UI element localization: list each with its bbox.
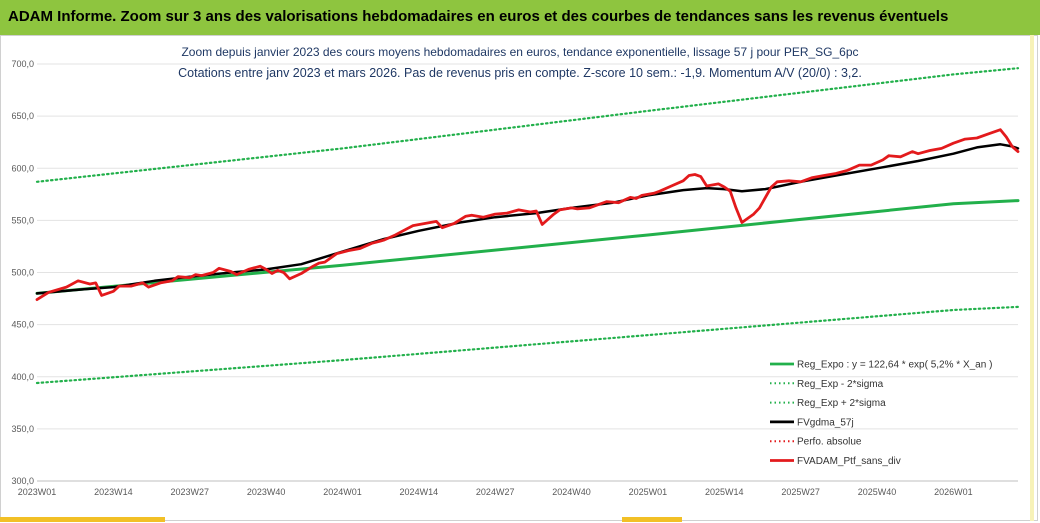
series-line-2: [35, 67, 1020, 183]
chart-title: Zoom depuis janvier 2023 des cours moyen…: [181, 45, 859, 59]
legend-label: FVgdma_57j: [797, 417, 854, 428]
legend-label: Perfo. absolue: [797, 437, 862, 448]
y-tick-label: 700,0: [11, 59, 34, 69]
right-accent-bar: [1030, 35, 1034, 521]
legend-label: Reg_Exp - 2*sigma: [797, 379, 884, 390]
x-tick-label: 2023W40: [247, 487, 286, 497]
y-tick-label: 600,0: [11, 163, 34, 173]
x-tick-label: 2024W27: [476, 487, 515, 497]
legend-label: Reg_Expo : y = 122,64 * exp( 5,2% * X_an…: [797, 360, 992, 371]
series-line-0: [35, 199, 1020, 295]
x-tick-label: 2024W14: [400, 487, 439, 497]
x-tick-label: 2025W01: [629, 487, 668, 497]
x-tick-label: 2024W01: [323, 487, 362, 497]
y-axis-labels: 300,0 350,0 400,0 450,0 500,0 550,0 600,0 650,0…: [11, 59, 34, 486]
x-tick-label: 2025W14: [705, 487, 744, 497]
x-tick-label: 2026W01: [934, 487, 973, 497]
x-axis-labels: 2023W01 2023W14 2023W27 2023W40 2024W01 2024W…: [18, 487, 973, 497]
y-tick-label: 650,0: [11, 111, 34, 121]
y-tick-label: 500,0: [11, 268, 34, 278]
series-lines: [35, 67, 1020, 385]
report-title: ADAM Informe. Zoom sur 3 ans des valoris…: [8, 8, 949, 25]
report-header: ADAM Informe. Zoom sur 3 ans des valoris…: [0, 0, 1040, 35]
x-tick-label: 2023W27: [170, 487, 209, 497]
series-line-1: [35, 305, 1020, 385]
bottom-accent-left: [0, 517, 165, 522]
x-tick-label: 2025W40: [858, 487, 897, 497]
x-tick-label: 2023W01: [18, 487, 57, 497]
legend-label: Reg_Exp + 2*sigma: [797, 398, 886, 409]
y-tick-label: 450,0: [11, 320, 34, 330]
series-line-5: [35, 128, 1020, 301]
x-tick-label: 2023W14: [94, 487, 133, 497]
legend: Reg_Expo : y = 122,64 * exp( 5,2% * X_an…: [770, 360, 992, 467]
bottom-accent-mid: [622, 517, 682, 522]
legend-label: FVADAM_Ptf_sans_div: [797, 456, 901, 467]
series-line-3: [35, 143, 1020, 295]
y-tick-label: 400,0: [11, 372, 34, 382]
y-tick-label: 550,0: [11, 215, 34, 225]
y-tick-label: 350,0: [11, 424, 34, 434]
y-tick-label: 300,0: [11, 476, 34, 486]
chart-subtitle: Cotations entre janv 2023 et mars 2026. …: [178, 66, 862, 80]
x-tick-label: 2024W40: [552, 487, 591, 497]
x-tick-label: 2025W27: [781, 487, 820, 497]
gridlines: [37, 63, 1018, 482]
